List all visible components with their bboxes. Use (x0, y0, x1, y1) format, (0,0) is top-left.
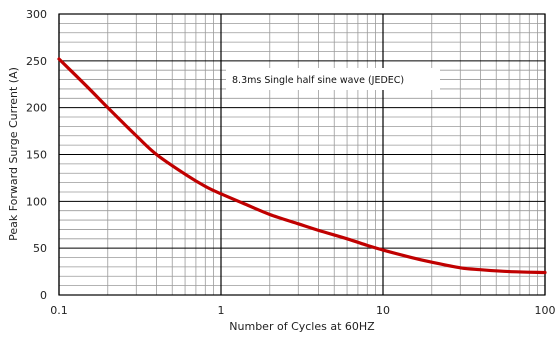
x-tick-label: 0.1 (50, 304, 68, 317)
annotation-background (226, 68, 440, 90)
y-tick-labels: 0 50 100 150 200 250 300 (26, 8, 47, 302)
y-tick-label: 50 (33, 242, 47, 255)
series-point (220, 192, 223, 195)
series-point (135, 134, 138, 137)
x-tick-labels: 0.1 1 10 100 (50, 304, 555, 317)
series-point (86, 86, 89, 89)
x-tick-label: 100 (535, 304, 556, 317)
series-point (459, 266, 462, 269)
plot-frame (58, 13, 546, 296)
annotation-text: 8.3ms Single half sine wave (JEDEC) (232, 75, 404, 86)
series-point (382, 249, 385, 252)
y-tick-label: 200 (26, 102, 47, 115)
series-point (106, 106, 109, 109)
series-line (57, 57, 547, 275)
y-tick-label: 250 (26, 55, 47, 68)
x-tick-label: 10 (376, 304, 390, 317)
series-point (366, 244, 369, 247)
series-point (58, 58, 61, 61)
series-point (508, 270, 511, 273)
series-point (204, 185, 207, 188)
series-point (317, 229, 320, 232)
series-point (430, 261, 433, 264)
y-tick-label: 150 (26, 149, 47, 162)
y-tick-label: 100 (26, 195, 47, 208)
x-axis-title: Number of Cycles at 60HZ (229, 320, 375, 333)
y-tick-label: 300 (26, 8, 47, 21)
annotation-box: 8.3ms Single half sine wave (JEDEC) (226, 68, 440, 90)
series-point (155, 153, 158, 156)
series-point (544, 271, 547, 274)
series-point (184, 173, 187, 176)
series-point (248, 205, 251, 208)
y-tick-label: 0 (40, 289, 47, 302)
series-point (410, 256, 413, 259)
x-tick-label: 1 (218, 304, 225, 317)
series-point (346, 237, 349, 240)
series-point (479, 268, 482, 271)
series-point (268, 213, 271, 216)
series-point (297, 222, 300, 225)
y-axis-title: Peak Forward Surge Current (A) (7, 67, 20, 241)
